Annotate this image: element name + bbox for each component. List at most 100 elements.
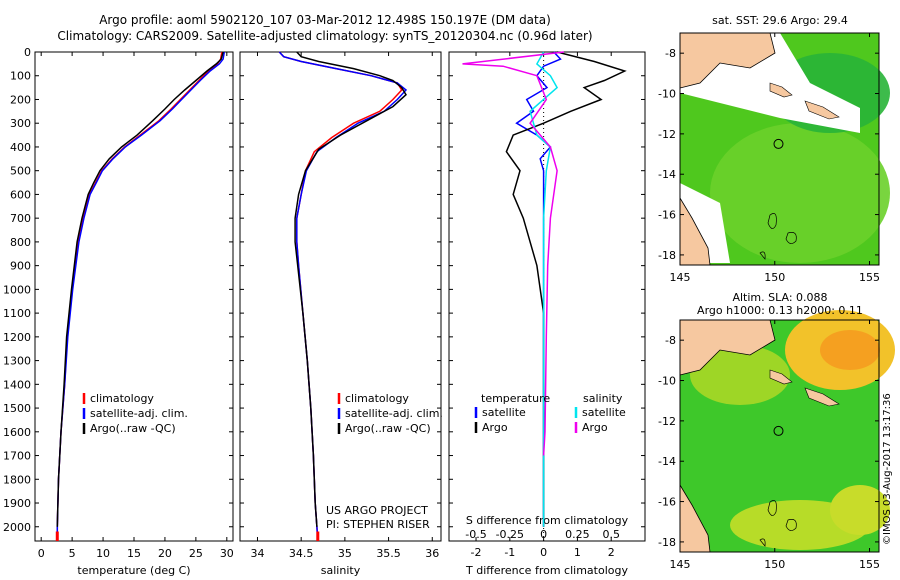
x-tick-label: 20: [158, 547, 172, 560]
sla-mid-patch: [690, 345, 790, 405]
legend-label: satellite-adj. clim.: [345, 407, 443, 420]
y-tick-label: 1600: [3, 426, 31, 439]
sla-island: [769, 369, 793, 385]
map-y-tick-label: -18: [658, 249, 676, 262]
map-x-tick-label: 150: [764, 271, 785, 284]
sst-map: 145 150 155 -8 -10 -12 -14 -16 -18: [658, 32, 890, 284]
sla-mid-patch: [830, 485, 890, 535]
sla-land-new-guinea: [679, 319, 776, 376]
x-tick-label: -1: [504, 546, 515, 559]
salinity-argo-line: [294, 51, 407, 527]
sla-argo-position-marker: [773, 425, 784, 436]
y-tick-label: 200: [10, 93, 31, 106]
s-difference-axis-label: S difference from climatology: [466, 514, 629, 527]
legend-title-temperature: temperature: [481, 392, 550, 405]
sst-island: [769, 82, 793, 98]
s-tick-label: 0: [540, 528, 547, 541]
plot-title-line-2: Climatology: CARS2009. Satellite-adjuste…: [57, 29, 593, 43]
sla-reef: [759, 538, 766, 547]
legend-label: Argo(..raw -QC): [90, 422, 176, 435]
map-y-tick-label: -14: [658, 168, 676, 181]
legend-label: Argo: [482, 421, 508, 434]
map-y-tick-label: -18: [658, 536, 676, 549]
x-tick-label: 34.5: [289, 547, 314, 560]
plot-title-line-1: Argo profile: aoml 5902120_107 03-Mar-20…: [99, 13, 551, 27]
sst-reef: [767, 213, 777, 229]
x-tick-label: 30: [220, 547, 234, 560]
legend-label: climatology: [345, 392, 409, 405]
map-y-tick-label: -12: [658, 128, 676, 141]
map-y-tick-label: -10: [658, 375, 676, 388]
s-satellite-diff-line: [529, 51, 559, 527]
y-tick-label: 1900: [3, 497, 31, 510]
sst-argo-position-marker: [773, 138, 784, 149]
sla-high-core: [820, 330, 880, 370]
y-tick-label: 700: [10, 212, 31, 225]
temperature-plot-frame: [34, 51, 234, 542]
map-y-tick-label: -12: [658, 415, 676, 428]
sla-map: 145 150 155 -8 -10 -12 -14 -16 -18: [658, 310, 895, 571]
sst-island: [804, 100, 840, 120]
map-x-tick-label: 155: [859, 558, 880, 571]
sla-map-frame: [679, 319, 880, 553]
x-tick-label: 10: [96, 547, 110, 560]
sla-reef: [767, 500, 777, 516]
y-tick-label: 1200: [3, 331, 31, 344]
imos-timestamp: ©IMOS 03-Aug-2017 13:17:36: [882, 393, 893, 545]
s-tick-label: 0.25: [565, 528, 590, 541]
y-tick-label: 500: [10, 165, 31, 178]
sla-map-subtitle: Argo h1000: 0.13 h2000: 0.11: [697, 304, 863, 317]
y-tick-label: 1100: [3, 307, 31, 320]
salinity-axis-label: salinity: [321, 564, 361, 577]
legend-label: Argo(..raw -QC): [345, 422, 431, 435]
legend-label: satellite: [482, 406, 526, 419]
sla-island: [804, 387, 840, 407]
x-tick-label: 1: [574, 546, 581, 559]
x-tick-label: 5: [69, 547, 76, 560]
y-tick-label: 1800: [3, 473, 31, 486]
y-tick-label: 100: [10, 70, 31, 83]
x-tick-label: 0: [540, 546, 547, 559]
map-y-tick-label: -14: [658, 455, 676, 468]
y-tick-label: 600: [10, 188, 31, 201]
x-tick-label: 34: [250, 547, 264, 560]
legend-label: satellite: [582, 406, 626, 419]
y-tick-label: 2000: [3, 521, 31, 534]
y-tick-label: 1700: [3, 450, 31, 463]
y-tick-label: 1000: [3, 283, 31, 296]
map-y-tick-label: -8: [665, 47, 676, 60]
y-tick-label: 400: [10, 141, 31, 154]
temperature-argo-line: [56, 51, 224, 527]
legend-label: climatology: [90, 392, 154, 405]
map-x-tick-label: 145: [670, 271, 691, 284]
legend-label: satellite-adj. clim.: [90, 407, 188, 420]
salinity-plot-frame: [239, 51, 442, 542]
map-y-tick-label: -10: [658, 88, 676, 101]
map-y-tick-label: -16: [658, 496, 676, 509]
sst-reef: [759, 251, 766, 260]
x-tick-label: -2: [471, 546, 482, 559]
x-tick-label: 35: [338, 547, 352, 560]
y-tick-label: 300: [10, 117, 31, 130]
map-x-tick-label: 150: [764, 558, 785, 571]
sst-warm-patch: [710, 123, 890, 263]
x-tick-label: 25: [189, 547, 203, 560]
t-argo-diff-line: [505, 51, 627, 527]
s-argo-diff-line: [462, 51, 564, 456]
pi-label: PI: STEPHEN RISER: [326, 518, 430, 531]
sst-map-title: sat. SST: 29.6 Argo: 29.4: [712, 14, 848, 27]
map-y-tick-label: -8: [665, 334, 676, 347]
x-tick-label: 2: [608, 546, 615, 559]
map-y-tick-label: -16: [658, 209, 676, 222]
s-tick-label: -0.5: [465, 528, 486, 541]
project-label: US ARGO PROJECT: [326, 504, 428, 517]
y-tick-label: 1500: [3, 402, 31, 415]
s-tick-label: -0.25: [496, 528, 524, 541]
y-tick-label: 800: [10, 236, 31, 249]
sst-land-new-guinea: [679, 32, 776, 89]
x-tick-label: 15: [127, 547, 141, 560]
sla-map-title: Altim. SLA: 0.088: [732, 291, 828, 304]
legend-title-salinity: salinity: [583, 392, 623, 405]
y-tick-label: 0: [24, 46, 31, 59]
